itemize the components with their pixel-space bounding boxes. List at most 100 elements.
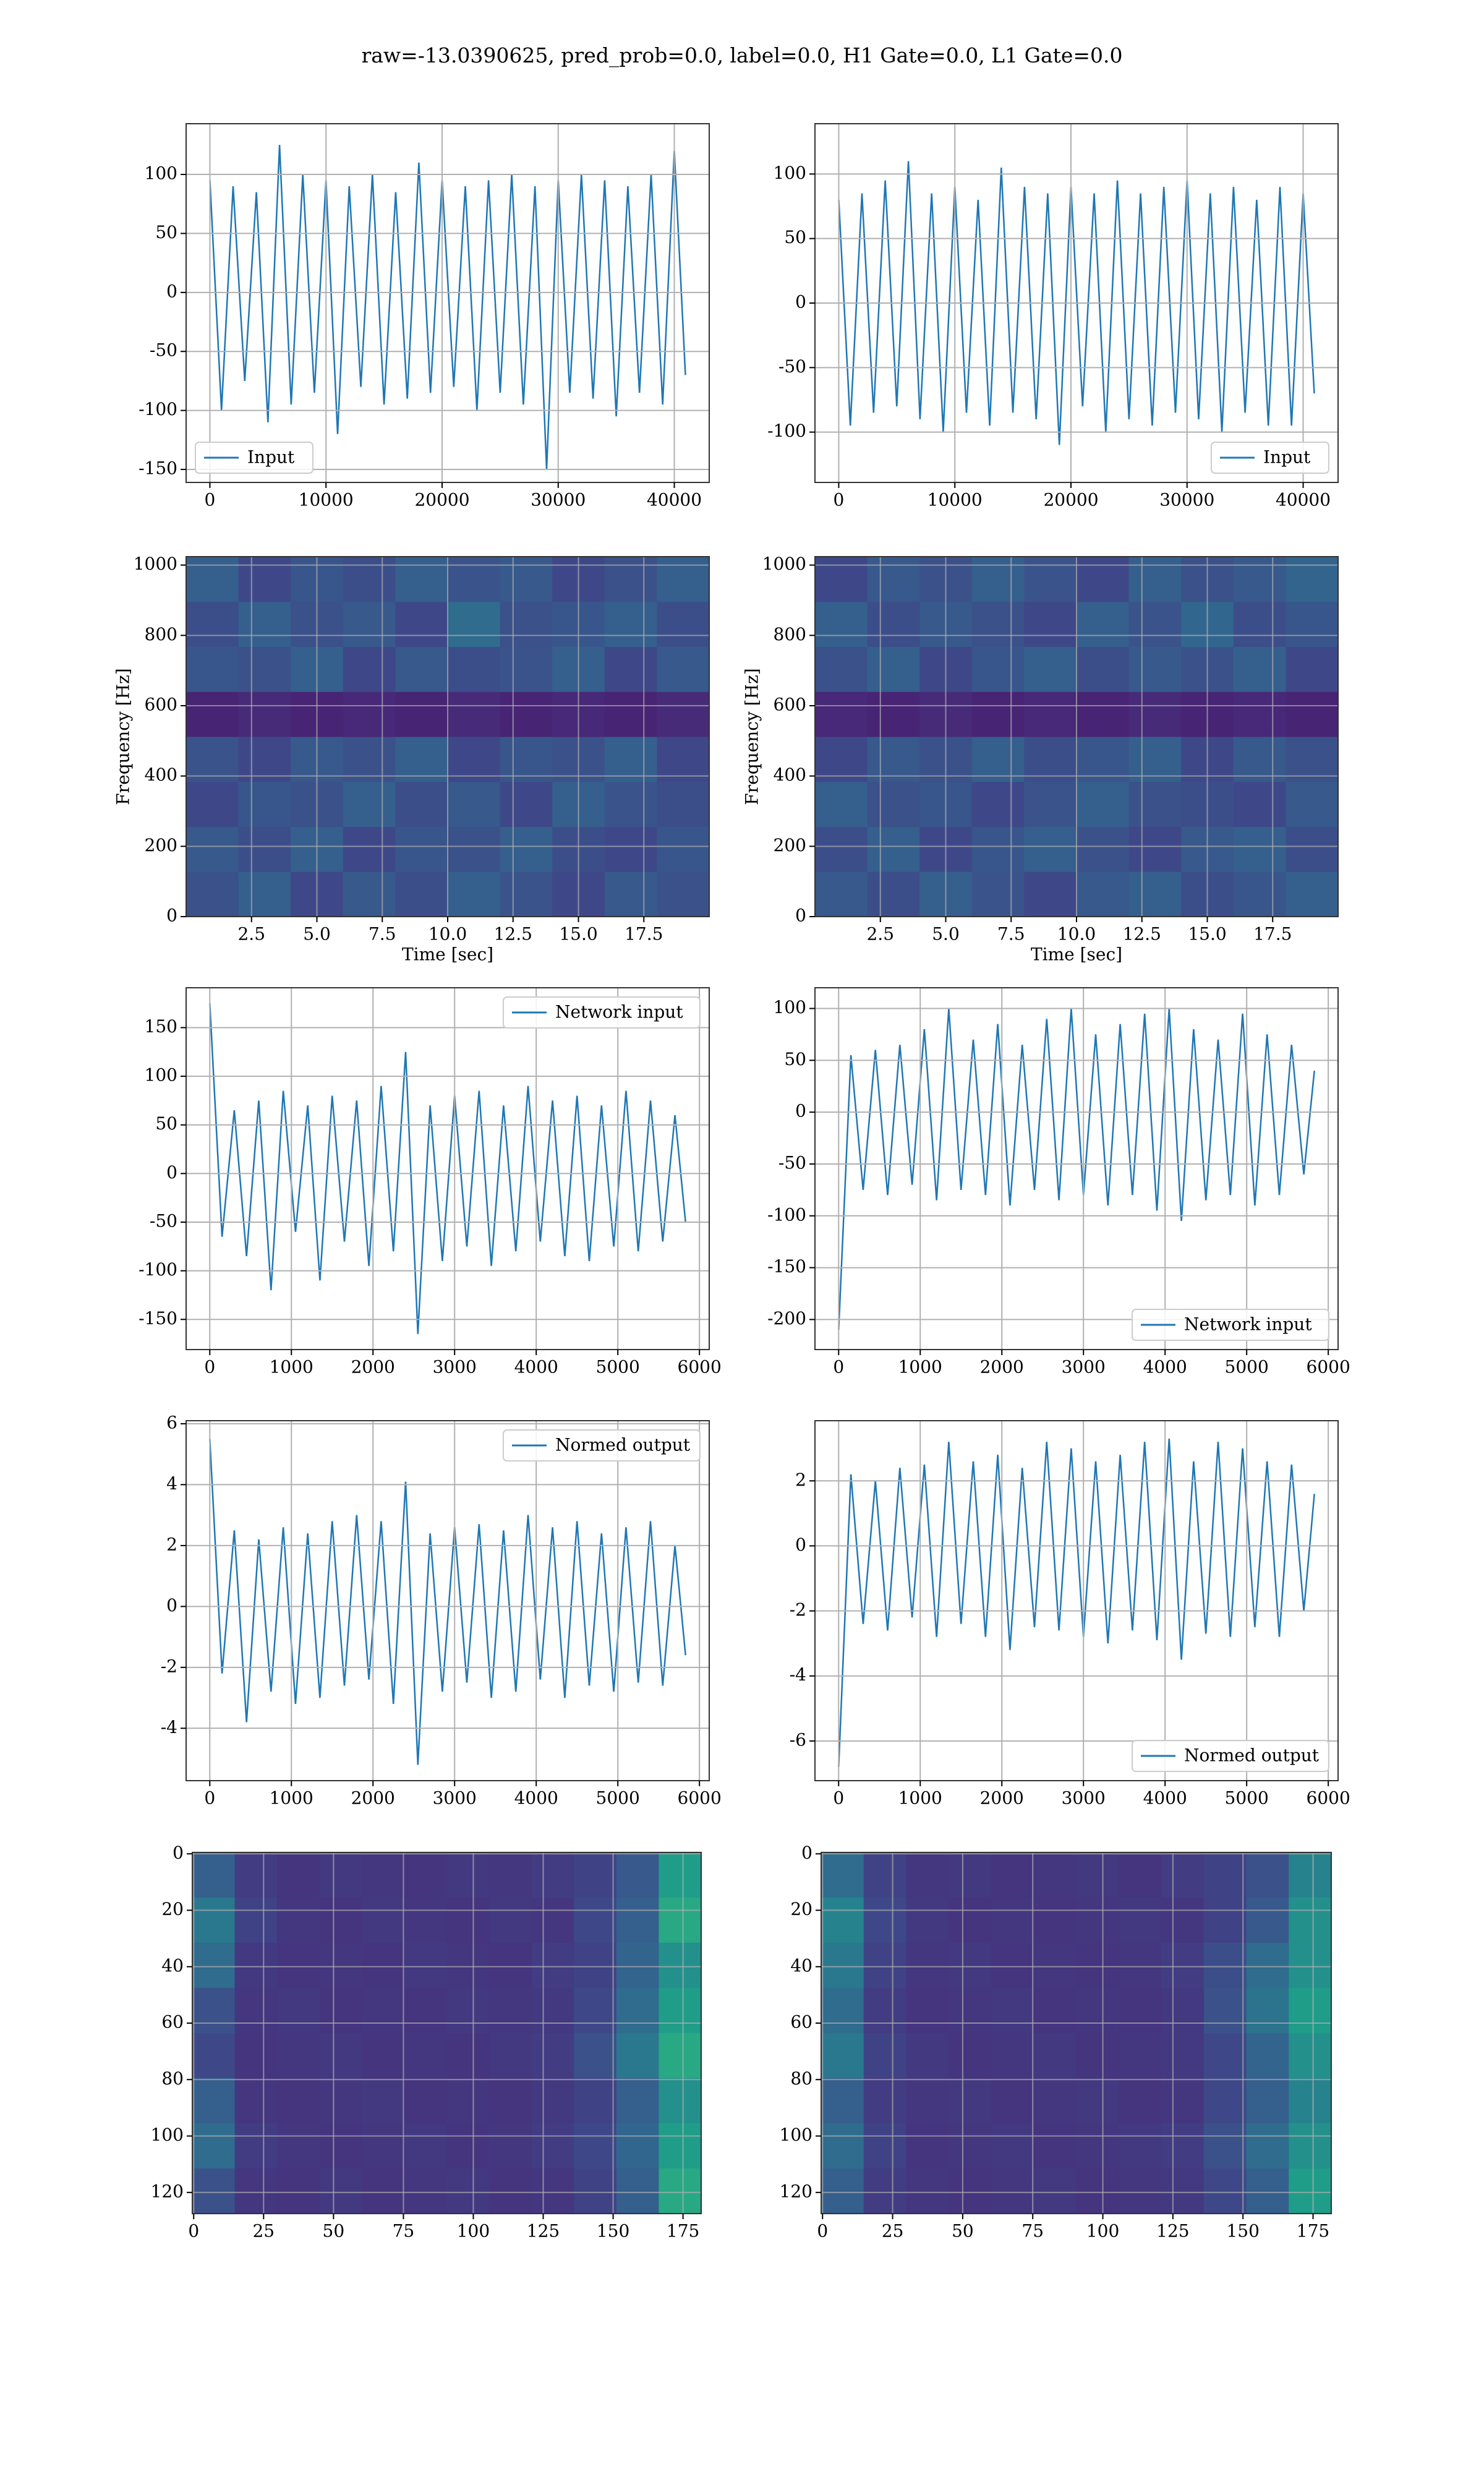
heatmap-cell	[1076, 1898, 1119, 1943]
x-tick-label: 30000	[1159, 490, 1214, 510]
x-tick-label: 0	[833, 1788, 844, 1808]
x-tick-label: 5000	[596, 1357, 640, 1377]
heatmap-cell	[1077, 781, 1130, 827]
figure-title: raw=-13.0390625, pred_prob=0.0, label=0.…	[361, 43, 1122, 68]
heatmap-cell	[448, 826, 501, 872]
heatmap-cell	[616, 2078, 659, 2124]
x-tick-label: 1000	[270, 1357, 313, 1377]
heatmap-cell	[1128, 691, 1182, 737]
axes-frame	[186, 123, 710, 483]
heatmap-cell	[657, 646, 709, 692]
y-tick-label: 2	[795, 1470, 806, 1490]
y-tick-label: 100	[145, 1065, 177, 1085]
heatmap-cell	[991, 2033, 1034, 2079]
heatmap-cell	[659, 1988, 701, 2034]
y-tick-label: 100	[774, 997, 806, 1017]
heatmap-cell	[404, 2168, 447, 2214]
heatmap-cell	[1161, 2123, 1205, 2169]
heatmap-cell	[821, 1898, 864, 1943]
heatmap-cell	[1233, 871, 1286, 917]
x-tick-label: 3000	[1062, 1357, 1106, 1377]
heatmap-cell	[991, 1988, 1034, 2034]
heatmap-cell	[604, 826, 657, 872]
heatmap-cell	[1033, 2033, 1077, 2079]
y-tick-label: -4	[161, 1717, 177, 1737]
x-tick-label: 7.5	[997, 924, 1025, 944]
heatmap-cell	[815, 826, 868, 872]
heatmap-cell	[448, 646, 501, 692]
heatmap-cell	[863, 2033, 906, 2079]
heatmap-cell	[1233, 737, 1286, 782]
y-tick-label: -2	[790, 1599, 806, 1620]
heatmap-cell	[906, 1852, 949, 1898]
heatmap-cell	[489, 2078, 532, 2124]
heatmap-cell	[1246, 1898, 1289, 1943]
heatmap-cell	[657, 691, 709, 737]
x-tick-label: 5.0	[303, 924, 331, 944]
axes-frame	[192, 1852, 702, 2214]
heatmap-cell	[863, 2078, 906, 2124]
y-tick-label: -2	[161, 1656, 177, 1676]
heatmap-cell	[395, 781, 448, 827]
heatmap-cell	[1024, 826, 1077, 872]
heatmap-cell	[448, 557, 501, 602]
heatmap-cell	[971, 557, 1025, 602]
heatmap-cell	[616, 1943, 659, 1988]
heatmap-cell	[238, 691, 291, 737]
heatmap-cell	[1119, 1898, 1162, 1943]
y-tick-label: 40	[161, 1955, 184, 1975]
heatmap-cell	[1033, 1898, 1077, 1943]
heatmap-cell	[867, 781, 920, 827]
heatmap-cell	[489, 2123, 532, 2169]
heatmap-cell	[971, 601, 1025, 647]
y-tick-label: 20	[790, 1899, 812, 1919]
heatmap-cell	[1024, 557, 1077, 602]
heatmap-cell	[319, 1898, 362, 1943]
heatmap-cell	[949, 1898, 992, 1943]
heatmap-cell	[277, 1988, 320, 2034]
data-line	[838, 1438, 1315, 1767]
heatmap-cell	[1289, 1988, 1331, 2034]
y-tick-label: 600	[774, 694, 806, 714]
heatmap-cell	[1233, 781, 1286, 827]
heatmap-cell	[604, 781, 657, 827]
heatmap-cell	[277, 2033, 320, 2079]
heatmap-cell	[906, 2168, 949, 2214]
y-tick-label: -100	[767, 1204, 806, 1225]
heatmap-cell	[821, 1943, 864, 1988]
heatmap-cell	[1076, 1988, 1119, 2034]
x-tick-label: 100	[457, 2221, 490, 2241]
heatmap-cell	[863, 1988, 906, 2034]
axes-frame	[186, 987, 710, 1350]
x-tick-label: 6000	[678, 1788, 722, 1808]
y-tick-label: -150	[139, 458, 177, 479]
heatmap-cell	[395, 557, 448, 602]
x-tick-label: 3000	[1062, 1788, 1106, 1808]
x-tick-label: 4000	[1143, 1357, 1187, 1377]
heatmap-cell	[1233, 691, 1286, 737]
heatmap-cell	[657, 781, 709, 827]
heatmap-cell	[616, 1852, 659, 1898]
x-tick-label: 20000	[1043, 490, 1098, 510]
heatmap-cell	[186, 781, 239, 827]
x-tick-label: 15.0	[1188, 924, 1226, 944]
heatmap-cell	[1033, 1943, 1077, 1988]
x-tick-label: 3000	[433, 1357, 477, 1377]
heatmap-cell	[1119, 1852, 1162, 1898]
y-tick-label: 0	[795, 905, 806, 926]
x-tick-label: 5000	[1225, 1357, 1269, 1377]
heatmap-cell	[395, 826, 448, 872]
heatmap-cell	[489, 1852, 532, 1898]
heatmap-cell	[1246, 2123, 1289, 2169]
heatmap-cell	[863, 1852, 906, 1898]
x-tick-label: 4000	[514, 1788, 558, 1808]
heatmap-cell	[815, 781, 868, 827]
x-tick-label: 2000	[980, 1357, 1024, 1377]
heatmap-cell	[906, 1943, 949, 1988]
heatmap-cell	[574, 2033, 617, 2079]
heatmap-cell	[238, 826, 291, 872]
legend-box	[1211, 442, 1329, 474]
y-tick-label: 100	[151, 2125, 184, 2145]
heatmap-cell	[1033, 2078, 1077, 2124]
x-tick-label: 7.5	[369, 924, 396, 944]
